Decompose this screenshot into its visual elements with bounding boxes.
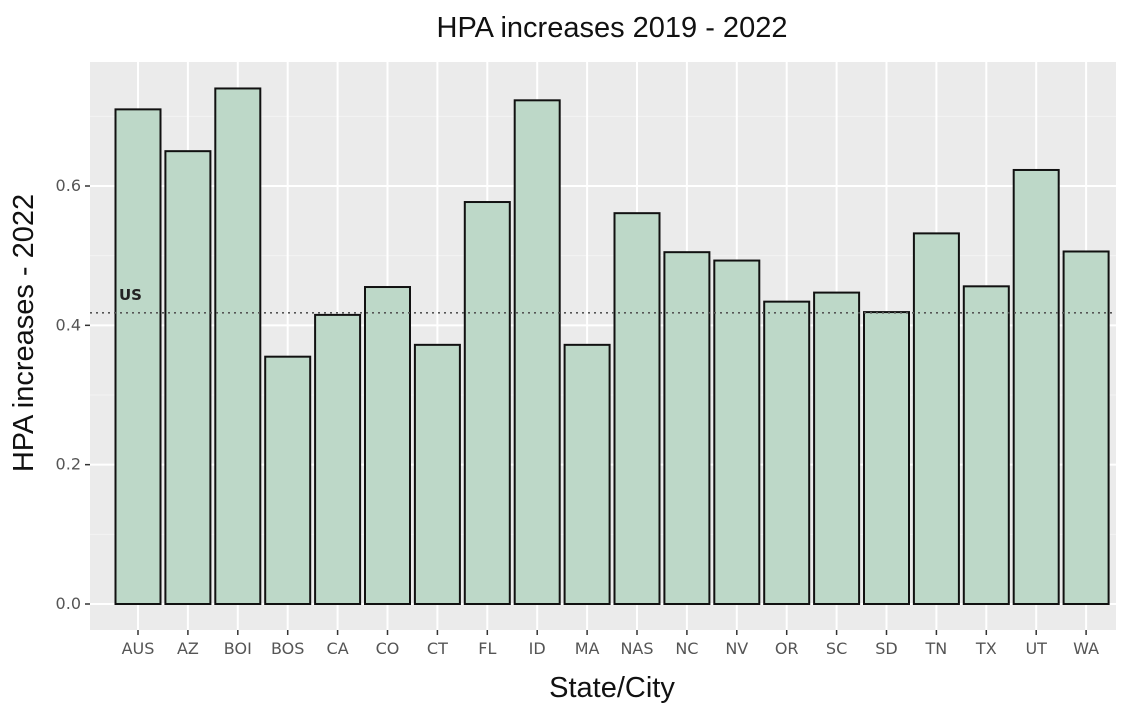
x-tick-label: ID bbox=[529, 639, 546, 658]
bar-fl bbox=[463, 201, 511, 605]
x-tick-label: TX bbox=[975, 639, 997, 658]
bar-ut bbox=[1012, 168, 1060, 606]
bar-ca bbox=[314, 313, 362, 605]
x-tick-label: UT bbox=[1025, 639, 1047, 658]
bar-az bbox=[164, 150, 212, 606]
x-tick-label: OR bbox=[775, 639, 799, 658]
y-tick-label: 0.0 bbox=[56, 594, 81, 613]
x-tick-label: BOI bbox=[224, 639, 252, 658]
bar-tx bbox=[962, 285, 1010, 605]
x-tick-label: NV bbox=[725, 639, 748, 658]
x-tick-label: NAS bbox=[620, 639, 653, 658]
bar-co bbox=[364, 286, 411, 605]
x-axis-ticks: AUS AZ BOI BOS CA CO CT FL ID MA NAS NC NV OR SC SD TN TX… bbox=[122, 630, 1099, 658]
x-tick-label: CO bbox=[376, 639, 400, 658]
x-tick-label: AUS bbox=[122, 639, 155, 658]
bar-id bbox=[513, 99, 561, 605]
bar-aus bbox=[114, 108, 162, 605]
bar-sc bbox=[813, 291, 861, 605]
x-tick-label: CT bbox=[427, 639, 448, 658]
x-tick-label: NC bbox=[675, 639, 698, 658]
chart-title: HPA increases 2019 - 2022 bbox=[436, 12, 788, 44]
bar-wa bbox=[1062, 250, 1110, 605]
x-tick-label: CA bbox=[327, 639, 349, 658]
bars bbox=[114, 87, 1110, 606]
us-reference-label: US bbox=[119, 286, 142, 304]
bar-nv bbox=[713, 259, 761, 605]
y-axis-title: HPA increases - 2022 bbox=[8, 194, 40, 472]
bar-bos bbox=[264, 355, 312, 605]
y-tick-label: 0.2 bbox=[56, 455, 81, 474]
bar-sd bbox=[863, 311, 910, 605]
bar-nc bbox=[663, 251, 711, 606]
x-axis-title: State/City bbox=[549, 672, 675, 704]
x-tick-label: MA bbox=[575, 639, 600, 658]
x-tick-label: SD bbox=[875, 639, 897, 658]
y-tick-label: 0.6 bbox=[56, 176, 81, 195]
x-tick-label: FL bbox=[478, 639, 496, 658]
x-tick-label: BOS bbox=[271, 639, 304, 658]
x-tick-label: AZ bbox=[177, 639, 199, 658]
bar-nas bbox=[613, 212, 661, 605]
x-tick-label: SC bbox=[826, 639, 847, 658]
x-tick-label: TN bbox=[925, 639, 948, 658]
x-tick-label: WA bbox=[1073, 639, 1099, 658]
bar-ma bbox=[563, 343, 611, 605]
y-axis-ticks: 0.0 0.2 0.4 0.6 bbox=[56, 176, 90, 613]
bar-ct bbox=[413, 343, 461, 605]
bar-boi bbox=[214, 87, 262, 605]
bar-tn bbox=[912, 232, 960, 606]
bar-or bbox=[763, 300, 811, 605]
y-tick-label: 0.4 bbox=[56, 315, 81, 334]
